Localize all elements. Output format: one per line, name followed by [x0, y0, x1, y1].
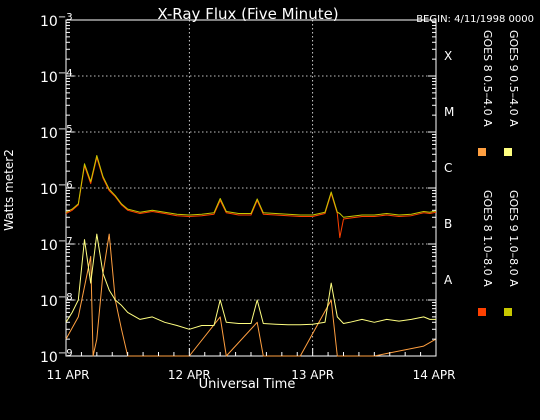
- y-tick-label: 10−8: [40, 292, 73, 310]
- y-tick-label: 10−5: [40, 124, 73, 142]
- x-tick-label: 11 APR: [47, 368, 90, 382]
- legend-swatch: [478, 148, 486, 156]
- legend-label: GOES 8 0.5–4.0 A: [481, 30, 494, 127]
- x-tick-label: 12 APR: [168, 368, 211, 382]
- x-tick-label: 13 APR: [291, 368, 334, 382]
- begin-label: BEGIN: 4/11/1998 0000: [416, 14, 534, 25]
- legend-swatch: [504, 308, 512, 316]
- legend-entry: GOES 8 1.0–8.0 A: [478, 190, 494, 316]
- grid-lines: [66, 20, 436, 356]
- x-tick-label: 14 APR: [413, 368, 456, 382]
- y-tick-label: 10−4: [40, 68, 73, 86]
- legend-label: GOES 9 1.0–8.0 A: [507, 190, 520, 287]
- series-line-2: [65, 233, 437, 357]
- legend-label: GOES 9 0.5–4.0 A: [507, 30, 520, 127]
- flare-class-label: C: [444, 161, 452, 175]
- series-line-1: [65, 157, 437, 239]
- flare-class-label: M: [444, 105, 454, 119]
- flare-class-label: A: [444, 273, 453, 287]
- series-line-4: [65, 233, 436, 330]
- legend: GOES 8 0.5–4.0 A GOES 9 0.5–4.0 A GOES 8 1…: [478, 30, 520, 316]
- flare-class-label: X: [444, 49, 452, 63]
- axes: 10−9 10−8 10−7 10−6 10−5 10−4 10−3 11 APR 12 APR…: [40, 12, 455, 382]
- x-axis-label: Universal Time: [199, 377, 296, 392]
- y-tick-label: 10−7: [40, 236, 73, 254]
- y-tick-label: 10−6: [40, 180, 73, 198]
- legend-swatch: [504, 148, 512, 156]
- y-axis-label: Watts meter2: [2, 149, 16, 231]
- legend-entry: GOES 9 0.5–4.0 A: [504, 30, 520, 156]
- legend-label: GOES 8 1.0–8.0 A: [481, 190, 494, 287]
- series-group: [65, 155, 437, 357]
- y-tick-label: 10−9: [40, 348, 73, 366]
- legend-entry: GOES 8 0.5–4.0 A: [478, 30, 494, 156]
- legend-entry: GOES 9 1.0–8.0 A: [504, 190, 520, 316]
- legend-swatch: [478, 308, 486, 316]
- chart-title: X-Ray Flux (Five Minute): [157, 5, 338, 23]
- flare-class-label: B: [444, 217, 452, 231]
- y-tick-label: 10−3: [40, 12, 73, 30]
- series-line-3: [65, 155, 437, 218]
